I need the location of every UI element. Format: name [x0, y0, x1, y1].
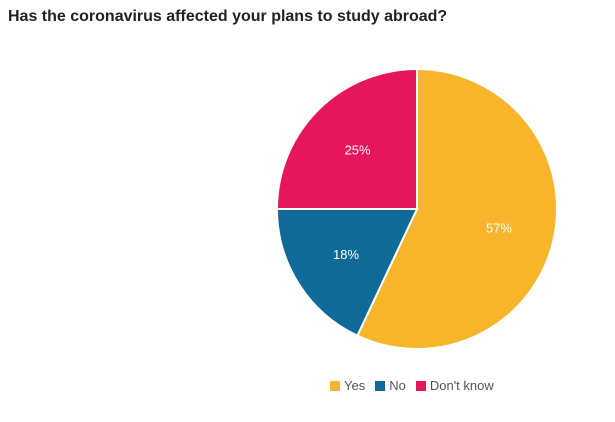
legend-item-yes: Yes: [330, 378, 365, 393]
pie-label-yes: 57%: [486, 220, 512, 235]
pie-slice-no: [275, 208, 419, 338]
legend-label-yes: Yes: [344, 378, 366, 393]
chart-title: Has the coronavirus affected your plans …: [8, 8, 448, 25]
legend-label-no: No: [389, 378, 406, 393]
chart-legend: Yes No Don't know: [330, 378, 494, 393]
pie-label-no: 18%: [333, 247, 359, 262]
legend-swatch-dont-know: [415, 380, 426, 391]
legend-label-dont-know: Don't know: [429, 378, 494, 393]
pie-label-don-t-know: 25%: [345, 143, 371, 158]
legend-swatch-yes: [330, 380, 340, 391]
pie-slice-don-t-know: [275, 67, 418, 210]
legend-item-dont-know: Don't know: [415, 378, 494, 393]
pie-chart: 57% 18% 25%: [275, 67, 558, 350]
legend-swatch-no: [375, 380, 386, 391]
pie-slice-yes: [356, 67, 558, 350]
legend-item-no: No: [375, 378, 406, 393]
